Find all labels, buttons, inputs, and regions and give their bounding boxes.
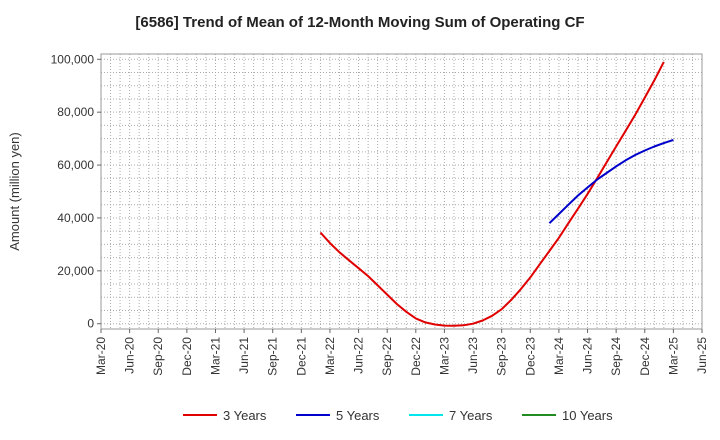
series-lines [319,61,674,327]
x-tick-label: Mar-23 [437,337,451,375]
x-tick-label: Dec-23 [523,337,537,376]
x-tick-label: Dec-22 [409,337,423,376]
x-tick-label: Dec-24 [638,337,652,376]
series-line-5-years [548,138,674,224]
x-tick-label: Sep-24 [609,337,623,376]
y-tick-label: 0 [87,317,94,331]
x-tick-label: Sep-20 [151,337,165,376]
x-tick-label: Jun-22 [352,337,366,374]
y-tick-label: 100,000 [51,52,95,66]
legend-label-3-years: 3 Years [223,408,267,423]
x-tick-label: Sep-23 [495,337,509,376]
x-tick-label: Mar-21 [208,337,222,375]
x-tick-label: Jun-25 [695,337,709,374]
legend-label-7-years: 7 Years [449,408,493,423]
x-tick-label: Jun-20 [123,337,137,374]
x-tick-label: Jun-21 [237,337,251,374]
x-tick-label: Mar-20 [94,337,108,375]
x-tick-label: Dec-21 [294,337,308,376]
legend-label-5-years: 5 Years [336,408,380,423]
x-tick-label: Jun-24 [581,337,595,374]
x-tick-label: Mar-24 [552,337,566,375]
plot-area-frame [100,53,703,330]
series-line-3-years [319,61,665,327]
chart-title: [6586] Trend of Mean of 12-Month Moving … [135,14,585,31]
grid-lines [100,54,703,329]
x-tick-label: Jun-23 [466,337,480,374]
y-tick-label: 20,000 [57,264,94,278]
x-tick-label: Sep-22 [380,337,394,376]
x-tick-label: Dec-20 [180,337,194,376]
y-tick-label: 80,000 [57,105,94,119]
x-tick-label: Sep-21 [266,337,280,376]
y-axis-ticks: 0 20,000 40,000 60,000 80,000 100,000 [51,52,101,331]
y-tick-label: 40,000 [57,211,94,225]
y-axis-title: Amount (million yen) [7,132,22,251]
x-tick-label: Mar-22 [323,337,337,375]
legend-label-10-years: 10 Years [562,408,613,423]
x-tick-label: Mar-25 [666,337,680,375]
x-axis-ticks: Mar-20 Jun-20 Sep-20 Dec-20 Mar-21 Jun-21 Sep-… [94,329,709,376]
y-tick-label: 60,000 [57,158,94,172]
legend: 3 Years 5 Years 7 Years 10 Years [183,408,613,423]
